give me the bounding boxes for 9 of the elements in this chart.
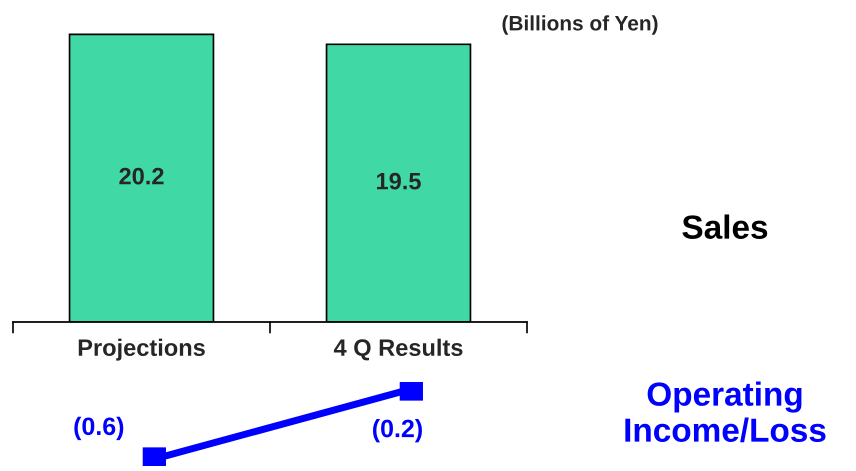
x-tick-label: 4 Q Results [334, 338, 462, 360]
data-label: 19.5 [377, 172, 421, 190]
data-label: (0.2) [373, 419, 422, 442]
text: Operating Income/Loss [625, 381, 826, 442]
data-label: (0.6) [74, 416, 124, 440]
x-tick-label: Projections [78, 338, 205, 361]
annotation: (Billions of Yen) [502, 15, 658, 35]
data-label: 20.2 [119, 168, 164, 185]
text: Sales [682, 214, 768, 239]
